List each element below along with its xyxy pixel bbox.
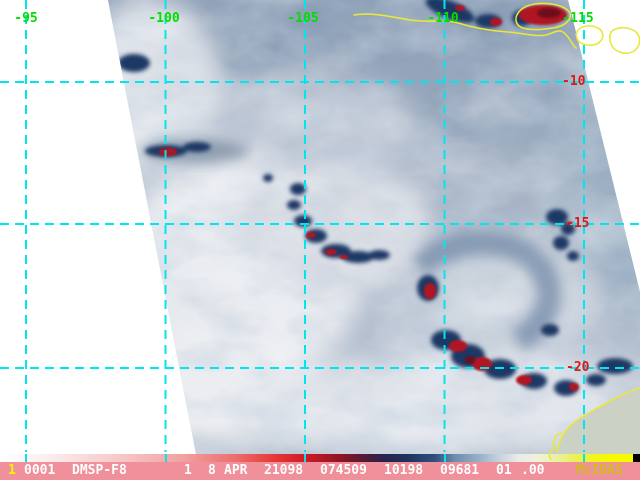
colorbar-end-cap (633, 454, 640, 462)
status-token: 8 (208, 463, 216, 478)
status-token: .00 (521, 463, 545, 478)
satellite-swath (108, 0, 640, 454)
colorbar-tick (304, 454, 306, 462)
status-token: 01 (496, 463, 512, 478)
colorbar-tick (25, 454, 27, 462)
longitude-label: -100 (148, 11, 180, 26)
map-overlay-coastlines (353, 2, 640, 460)
land-area (557, 388, 640, 454)
status-token: 074509 (320, 463, 367, 478)
status-token: APR (224, 463, 248, 478)
enhancement-colorbar[interactable] (0, 454, 640, 462)
grid-coordinate-labels: -95 -100 -105 -110 -115 -10 -15 -20 (14, 11, 594, 375)
longitude-label: -115 (562, 11, 594, 26)
satellite-name: DMSP-F8 (72, 463, 127, 478)
status-token: 0001 (24, 463, 56, 478)
longitude-label: -105 (287, 11, 319, 26)
longitude-label: -95 (14, 11, 38, 26)
latitude-label: -15 (566, 216, 590, 231)
status-token: 10198 (384, 463, 424, 478)
latitude-label: -20 (566, 360, 590, 375)
frame-number: 1 (8, 463, 16, 478)
latlon-grid (0, 0, 640, 452)
longitude-label: -110 (427, 11, 459, 26)
cold-cloud-patches (118, 0, 633, 396)
status-token: 1 (184, 463, 192, 478)
coldest-cloud-tops (159, 5, 579, 391)
colorbar-tick (164, 454, 167, 462)
latitude-label: -10 (562, 74, 586, 89)
colorbar-tick (583, 454, 585, 462)
mcidas-brand: McIDAS (576, 463, 623, 478)
satellite-image[interactable] (0, 0, 640, 462)
frame-status-bar: 1 0001 DMSP-F8 1 8 APR 21098 074509 10198 09681 01… (0, 462, 640, 480)
status-token: 21098 (264, 463, 304, 478)
colorbar-tick (443, 454, 446, 462)
status-token: 09681 (440, 463, 480, 478)
